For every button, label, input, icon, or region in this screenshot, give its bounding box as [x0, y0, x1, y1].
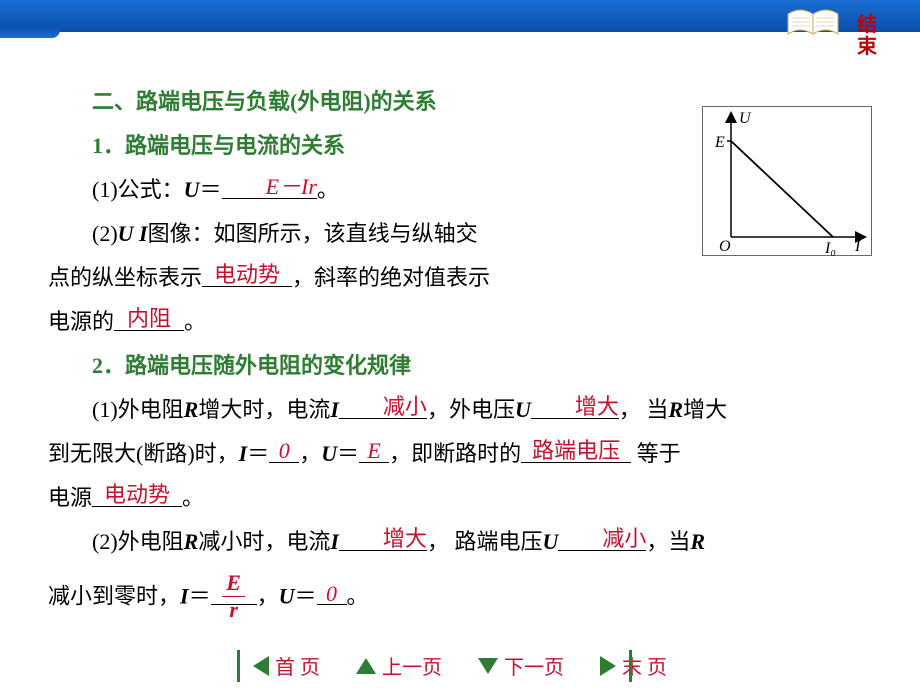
nav-next[interactable]: 下一页 [478, 651, 564, 680]
footer-nav: 首 页 上一页 下一页 末 页 [0, 651, 920, 680]
blank-emf: 电动势 [214, 262, 280, 287]
section-title: 二、路端电压与负载(外电阻)的关系 [92, 89, 437, 114]
blank-i-zero: 0 [279, 438, 290, 463]
graph-origin: O [719, 238, 731, 255]
prev-icon [356, 658, 376, 674]
blank-frac-er: Er [222, 572, 245, 621]
blank-i-dec: 减小 [383, 394, 427, 419]
graph-y-label: U [739, 110, 752, 127]
nav-last[interactable]: 末 页 [600, 651, 667, 680]
blank-u-dec: 减小 [602, 526, 646, 551]
ui-graph: U I O E I₀ [702, 106, 872, 256]
nav-prev-label: 上一页 [382, 651, 442, 680]
blank-u-e: E [367, 438, 380, 463]
sub2-p2: 到无限大(断路)时，I＝0，U＝E，即断路时的路端电压 等于 [48, 432, 872, 476]
graph-x-label: I [854, 238, 861, 255]
blank-terminal-v: 路端电压 [532, 438, 620, 463]
sub2-p4: (2)外电阻R减小时，电流I增大， 路端电压U减小，当R [48, 520, 872, 564]
nav-prev[interactable]: 上一页 [356, 651, 442, 680]
sub2-p3: 电源电动势。 [48, 476, 872, 520]
nav-next-label: 下一页 [504, 651, 564, 680]
sub2-p1: (1)外电阻R增大时，电流I减小，外电压U增大， 当R增大 [48, 388, 872, 432]
blank-u-zero: 0 [326, 581, 337, 606]
sub2-heading: 2．路端电压随外电阻的变化规律 [92, 353, 411, 378]
nav-first[interactable]: 首 页 [253, 651, 320, 680]
first-icon [253, 656, 269, 676]
next-icon [478, 658, 498, 674]
blank-emf2: 电动势 [104, 482, 170, 507]
sub1-line4: 电源的内阻。 [48, 300, 872, 344]
blank-i-inc: 增大 [383, 526, 427, 551]
blank-u-inc: 增大 [575, 394, 619, 419]
last-icon [600, 656, 616, 676]
blank-formula: E－Ir [266, 174, 317, 199]
nav-first-label: 首 页 [275, 651, 320, 680]
slide-content: 二、路端电压与负载(外电阻)的关系 1．路端电压与电流的关系 (1)公式：U＝E… [0, 32, 920, 619]
graph-i0-label: I₀ [824, 240, 836, 257]
sub1-line3: 点的纵坐标表示电动势，斜率的绝对值表示 [48, 256, 872, 300]
sub1-heading: 1．路端电压与电流的关系 [92, 133, 345, 158]
top-bar: 结束 [0, 0, 920, 32]
blank-internal-r: 内阻 [127, 306, 171, 331]
sub2-p5: 减小到零时，I＝Er，U＝0。 [48, 574, 872, 619]
graph-e-label: E [714, 134, 725, 151]
